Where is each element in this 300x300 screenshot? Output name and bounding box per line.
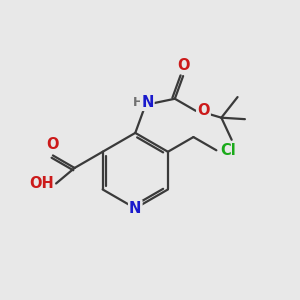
Text: N: N bbox=[141, 95, 154, 110]
Text: H: H bbox=[132, 96, 143, 109]
Text: OH: OH bbox=[29, 176, 54, 191]
Text: O: O bbox=[197, 103, 210, 118]
Text: N: N bbox=[129, 201, 142, 216]
Text: O: O bbox=[177, 58, 189, 73]
Text: O: O bbox=[47, 137, 59, 152]
Text: Cl: Cl bbox=[220, 143, 236, 158]
